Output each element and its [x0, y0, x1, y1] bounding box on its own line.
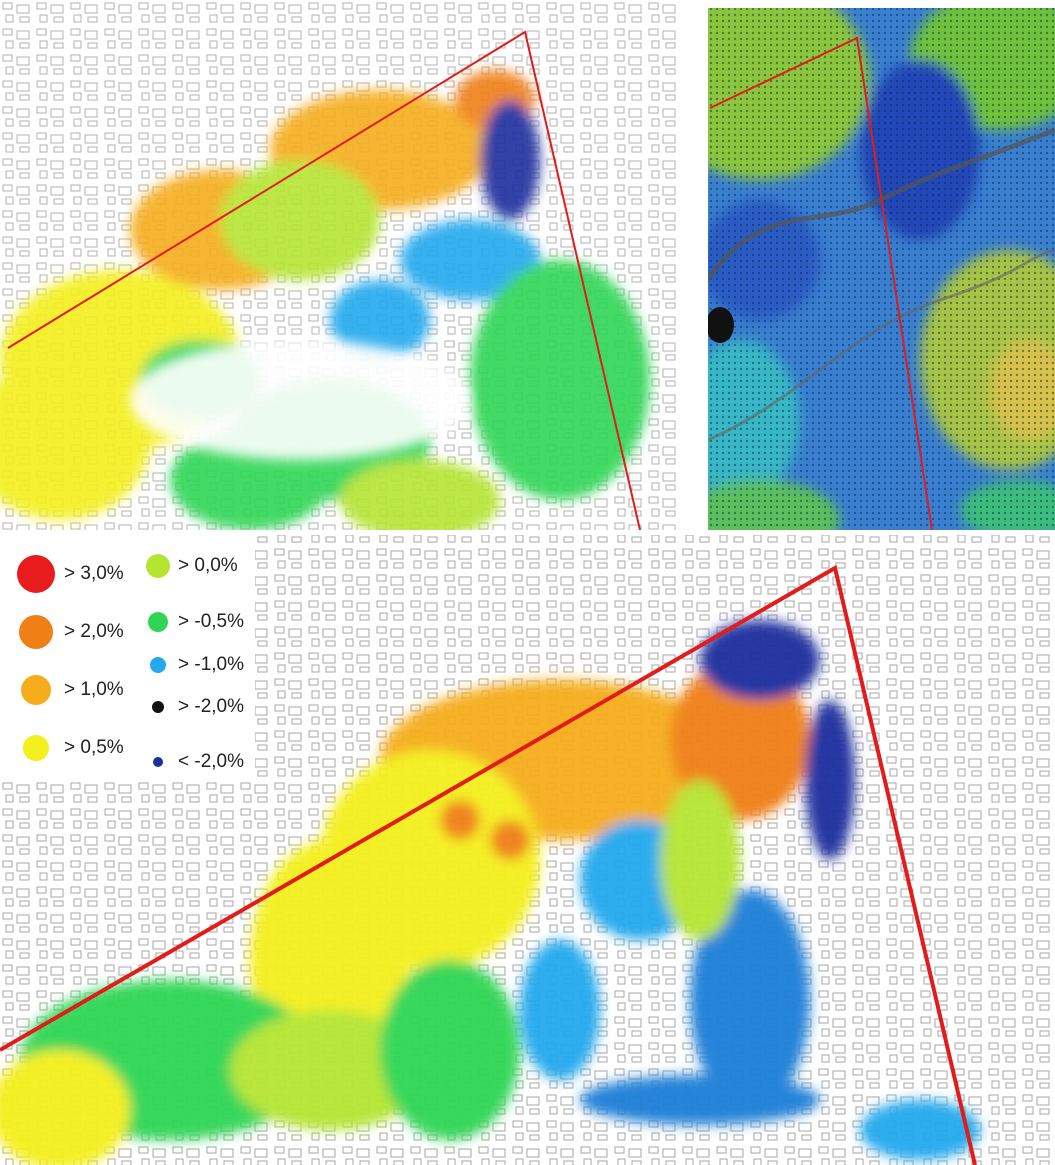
legend-label: > 0,0%: [178, 555, 238, 576]
legend-label: < -2,0%: [178, 751, 244, 772]
bottom-map: [0, 535, 1055, 1165]
legend-label: > 3,0%: [64, 563, 124, 584]
legend-label: > -2,0%: [178, 696, 244, 717]
legend-label: > 2,0%: [64, 621, 124, 642]
legend-label: > -1,0%: [178, 654, 244, 675]
legend-swatch: [19, 615, 53, 649]
legend-swatch: [146, 554, 170, 578]
legend-label: > 0,5%: [64, 737, 124, 758]
legend-swatch: [153, 757, 163, 767]
top-left-map: [0, 0, 680, 530]
legend: > 3,0% > 2,0% > 1,0% > 0,5% > 0,0% > -0,5% > -…: [17, 554, 244, 772]
legend-label: > 1,0%: [64, 679, 124, 700]
legend-swatch: [152, 701, 164, 713]
legend-swatch: [17, 555, 55, 593]
legend-swatch: [150, 657, 166, 673]
top-right-raster: [708, 8, 1055, 530]
legend-label: > -0,5%: [178, 611, 244, 632]
legend-swatch: [23, 735, 49, 761]
legend-swatch: [21, 675, 51, 705]
legend-swatch: [148, 612, 168, 632]
